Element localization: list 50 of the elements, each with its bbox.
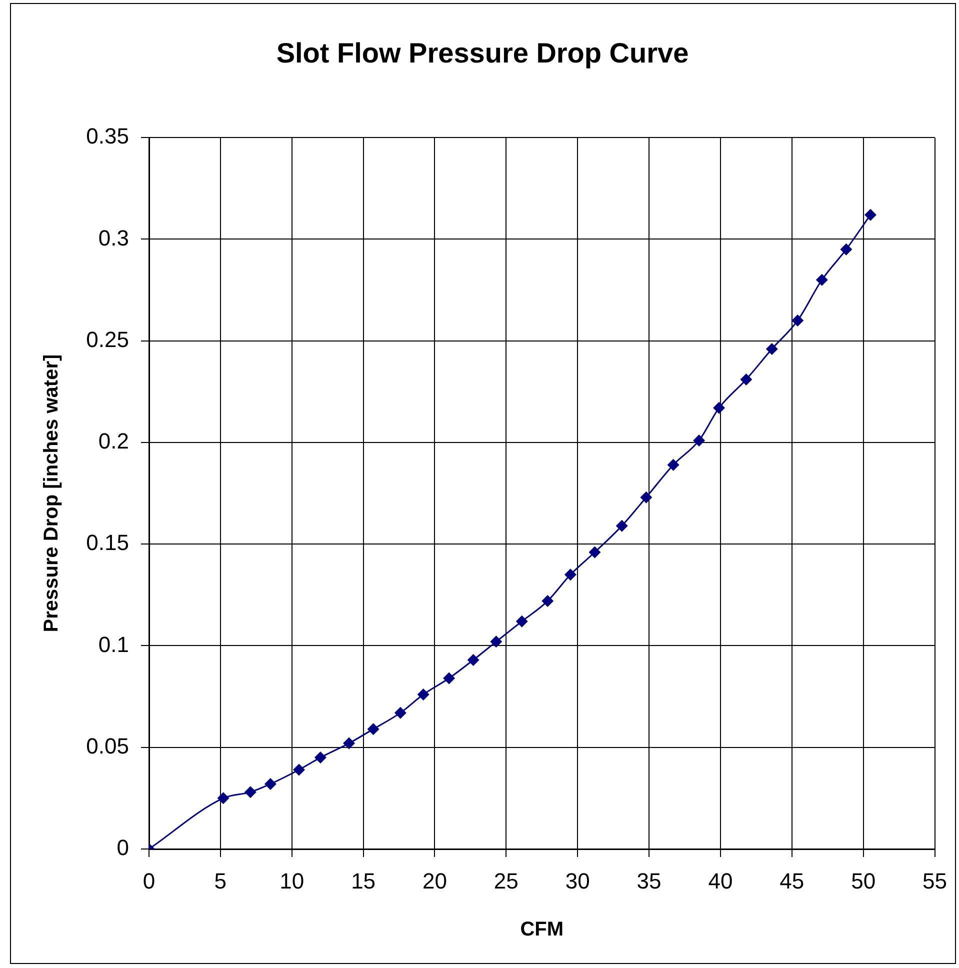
y-tick-label: 0.2 [98, 428, 129, 454]
point [443, 672, 456, 684]
point [417, 688, 430, 701]
point [394, 706, 406, 719]
y-tick-label: 0.3 [98, 225, 129, 250]
point [816, 274, 828, 286]
y-tick-label: 0 [116, 835, 129, 860]
point [467, 654, 480, 666]
y-tick-label: 0.35 [86, 124, 129, 149]
point [264, 778, 276, 790]
point [667, 458, 680, 471]
point [490, 636, 502, 648]
point [293, 764, 306, 776]
x-tick-label: 40 [708, 868, 733, 894]
point [516, 615, 528, 628]
x-tick-label: 0 [142, 868, 156, 894]
y-tick-label: 0.05 [86, 733, 129, 758]
point [244, 786, 256, 798]
point [217, 792, 230, 804]
x-tick-label: 20 [422, 868, 447, 894]
point [616, 520, 628, 532]
point [693, 434, 706, 446]
x-tick-label: 55 [922, 868, 948, 894]
point [367, 723, 380, 736]
point [564, 568, 576, 581]
point [713, 402, 726, 414]
point [792, 314, 804, 327]
x-tick-label: 35 [636, 868, 662, 894]
x-tick-label: 45 [780, 868, 804, 894]
point [343, 737, 356, 750]
point [588, 546, 601, 558]
point [766, 342, 778, 355]
x-tick-label: 25 [494, 868, 518, 894]
y-axis-title: Pressure Drop [inches water] [40, 354, 63, 632]
x-axis-title: CFM [520, 918, 564, 941]
point [314, 752, 326, 764]
x-tick-label: 15 [351, 868, 376, 894]
x-tick-label: 30 [565, 868, 590, 894]
point [542, 595, 554, 608]
y-tick-label: 0.1 [98, 632, 129, 657]
y-tick-label: 0.15 [86, 530, 129, 556]
point [640, 491, 652, 504]
point [864, 208, 876, 221]
point [840, 243, 852, 256]
point [740, 373, 752, 386]
x-tick-label: 50 [851, 868, 876, 894]
chart-title: Slot Flow Pressure Drop Curve [276, 38, 689, 69]
x-tick-label: 5 [214, 868, 227, 894]
x-tick-label: 10 [280, 868, 304, 894]
y-tick-label: 0.25 [86, 326, 129, 352]
